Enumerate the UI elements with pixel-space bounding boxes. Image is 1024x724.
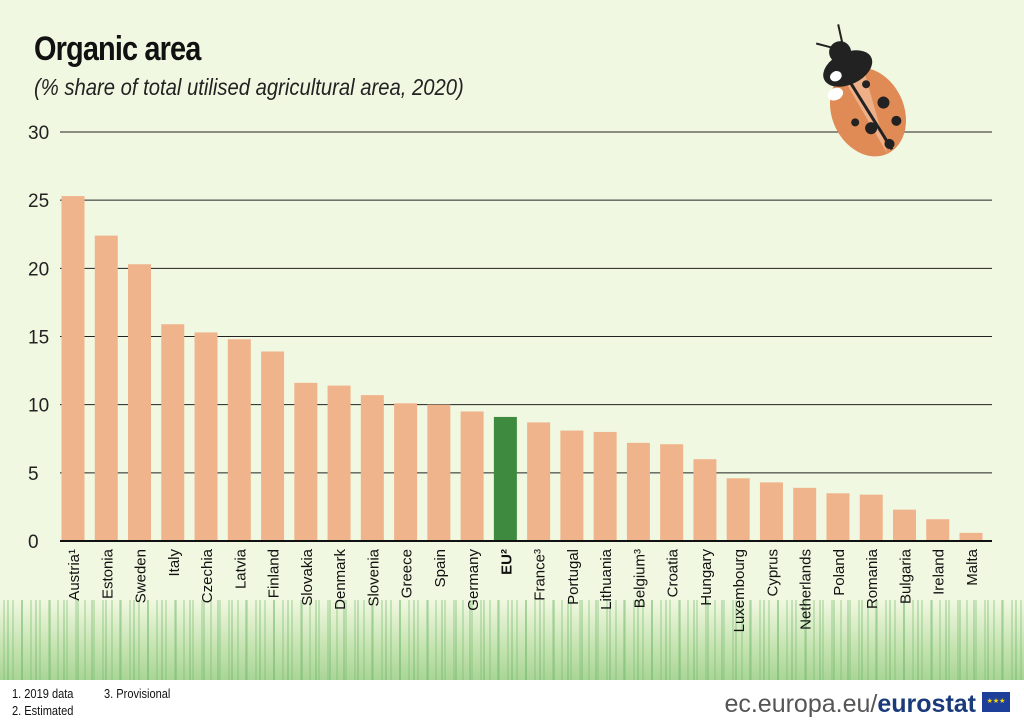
y-tick-label: 30 <box>28 123 49 144</box>
chart-title: Organic area <box>34 30 201 68</box>
x-tick-label: France³ <box>532 549 549 601</box>
bar-luxembourg[interactable] <box>726 478 750 541</box>
x-tick-label: Austria¹ <box>66 549 83 601</box>
bar-spain[interactable] <box>427 404 451 541</box>
y-tick-label: 15 <box>28 328 49 349</box>
y-tick-label: 5 <box>28 464 39 485</box>
x-tick-label: Slovenia <box>365 548 382 606</box>
x-tick-label: Netherlands <box>798 549 815 630</box>
x-tick-label: Italy <box>166 549 183 577</box>
x-tick-label: Romania <box>864 548 881 609</box>
y-tick-label: 0 <box>28 532 39 553</box>
x-tick-label: Poland <box>831 549 848 596</box>
bar-sweden[interactable] <box>128 264 152 541</box>
bar-cyprus[interactable] <box>759 482 783 541</box>
x-tick-label: Sweden <box>133 549 150 603</box>
footnote-2: 2. Estimated <box>12 703 74 718</box>
x-tick-label: Bulgaria <box>897 548 914 604</box>
bar-chart: 0 5 10 15 20 25 30 Austria¹ Estonia Sweden Italy Cz… <box>28 24 992 632</box>
bar-germany[interactable] <box>460 411 484 541</box>
x-tick-label: Estonia <box>99 548 116 599</box>
bar-portugal[interactable] <box>560 430 584 541</box>
bar-bulgaria[interactable] <box>892 509 916 541</box>
bar-austria[interactable] <box>61 196 85 541</box>
y-tick-label: 10 <box>28 396 49 417</box>
bar-romania[interactable] <box>859 494 883 541</box>
bar-eu[interactable] <box>493 416 517 541</box>
brand-name: eurostat <box>877 690 976 718</box>
eu-flag-icon: ★★★ <box>982 692 1010 712</box>
bar-poland[interactable] <box>826 493 850 541</box>
x-tick-label: Portugal <box>565 549 582 605</box>
x-tick-label: EU² <box>498 549 515 575</box>
bar-denmark[interactable] <box>327 385 351 541</box>
x-tick-label: Ireland <box>931 549 948 595</box>
bar-latvia[interactable] <box>227 339 251 541</box>
x-tick-label: Denmark <box>332 549 349 610</box>
ladybug-icon <box>815 24 906 157</box>
y-tick-label: 20 <box>28 259 49 280</box>
footnote-3: 3. Provisional <box>104 686 171 701</box>
bar-slovakia[interactable] <box>294 382 318 541</box>
bar-netherlands[interactable] <box>793 487 817 541</box>
x-tick-label: Luxembourg <box>731 549 748 632</box>
bar-finland[interactable] <box>261 351 285 541</box>
x-tick-label: Belgium³ <box>631 549 648 608</box>
y-tick-label: 25 <box>28 191 49 212</box>
footnote-1: 1. 2019 data <box>12 686 74 701</box>
x-tick-label: Cyprus <box>764 549 781 597</box>
x-tick-label: Greece <box>399 549 416 598</box>
grass-decoration <box>0 600 1024 680</box>
bar-malta[interactable] <box>959 532 983 541</box>
bar-czechia[interactable] <box>194 332 218 541</box>
bar-france[interactable] <box>527 422 551 541</box>
brand-url: ec.europa.eu/ <box>724 690 878 718</box>
x-tick-label: Finland <box>266 549 283 598</box>
x-tick-label: Hungary <box>698 549 715 606</box>
x-tick-label: Czechia <box>199 548 216 603</box>
bar-croatia[interactable] <box>660 444 684 541</box>
x-tick-label: Croatia <box>665 548 682 597</box>
bar-hungary[interactable] <box>693 459 717 541</box>
bar-italy[interactable] <box>161 324 185 541</box>
x-tick-label: Slovakia <box>299 548 316 605</box>
footer <box>0 680 1024 724</box>
eurostat-brand[interactable]: ec.europa.eu/eurostat <box>724 690 976 719</box>
bar-lithuania[interactable] <box>593 431 617 541</box>
bar-belgium[interactable] <box>626 442 650 541</box>
bar-ireland[interactable] <box>926 519 950 541</box>
x-tick-label: Germany <box>465 549 482 611</box>
x-tick-label: Malta <box>964 548 981 585</box>
chart-subtitle: (% share of total utilised agricultural … <box>34 74 464 100</box>
x-tick-label: Spain <box>432 549 449 587</box>
x-tick-label: Latvia <box>232 548 249 589</box>
x-tick-label: Lithuania <box>598 548 615 610</box>
bar-greece[interactable] <box>394 403 418 541</box>
bar-slovenia[interactable] <box>360 395 384 541</box>
bar-estonia[interactable] <box>94 235 118 541</box>
